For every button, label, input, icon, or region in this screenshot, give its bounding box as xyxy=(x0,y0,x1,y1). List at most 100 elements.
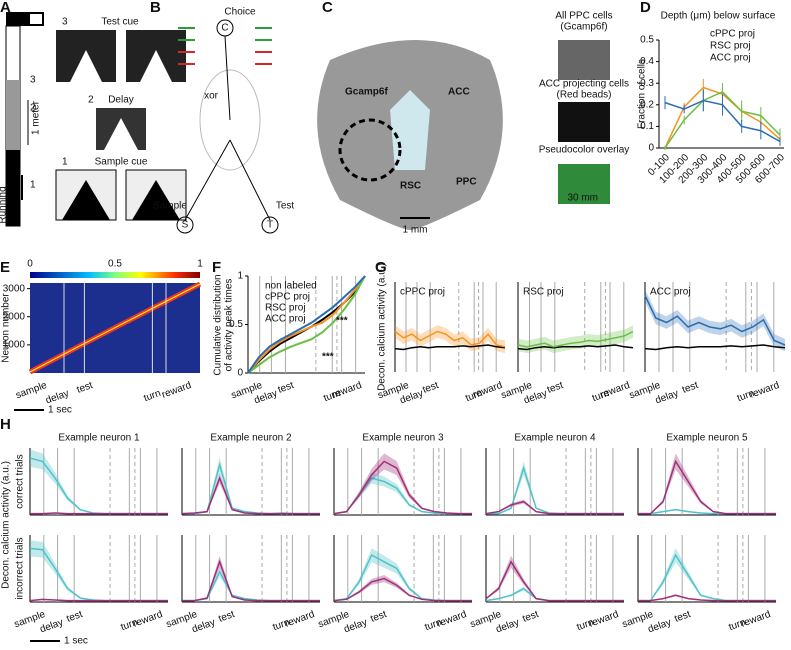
label: 1000 xyxy=(3,340,26,351)
legend-entry: RSC proj xyxy=(265,303,306,314)
label: 0.2 xyxy=(640,99,654,110)
event-label: sample xyxy=(14,380,48,402)
trace xyxy=(638,594,776,602)
trace xyxy=(485,587,624,602)
baseline-line xyxy=(394,344,506,351)
label: *** xyxy=(336,316,348,327)
label: 30 mm xyxy=(567,193,598,204)
event-label: reward xyxy=(436,609,468,630)
trace xyxy=(638,553,776,602)
trace xyxy=(182,570,320,602)
band xyxy=(645,289,785,352)
label: Choice xyxy=(224,7,256,18)
trace xyxy=(182,559,320,602)
label: 3000 xyxy=(3,283,26,294)
band xyxy=(182,457,320,514)
label: 0 xyxy=(648,143,654,154)
label: Decon. calcium activity (a.u.) xyxy=(1,461,12,589)
event-label: reward xyxy=(160,380,192,401)
label: Sample cue xyxy=(95,157,148,168)
label: 3 xyxy=(62,17,68,28)
band xyxy=(334,548,472,601)
baseline-line xyxy=(644,344,786,351)
event-label: test xyxy=(421,380,440,396)
band xyxy=(638,453,776,514)
trace xyxy=(29,598,168,602)
band xyxy=(182,567,320,601)
label: Example neuron 2 xyxy=(210,433,292,444)
series-line xyxy=(644,295,786,346)
label: Cumulative distribution xyxy=(213,274,224,375)
label: 1 xyxy=(197,259,203,270)
panel-label: H xyxy=(0,416,11,433)
label: 2 xyxy=(30,103,36,114)
panel-label: F xyxy=(212,259,221,276)
band xyxy=(638,548,776,601)
label: 1 meter xyxy=(31,100,42,135)
maze-drawing xyxy=(5,12,187,227)
legend-entry: ACC proj xyxy=(710,53,751,64)
label: 1 sec xyxy=(64,636,88,647)
event-label: test xyxy=(369,609,388,625)
series-line xyxy=(247,275,366,374)
label: cPPC proj xyxy=(400,287,445,298)
band xyxy=(182,472,320,514)
band xyxy=(395,325,505,354)
label: xor xyxy=(204,91,219,102)
label: incorrect trials xyxy=(15,537,26,599)
event-label: test xyxy=(521,609,540,625)
label: 0.1 xyxy=(640,121,654,132)
trace xyxy=(30,512,168,515)
panel-label: B xyxy=(150,0,161,16)
label: Depth (μm) below surface xyxy=(661,11,776,22)
brain-schematic xyxy=(317,40,610,230)
band xyxy=(518,325,633,354)
label: ACC xyxy=(448,87,470,98)
label: Delay xyxy=(108,95,134,106)
panel-label: E xyxy=(0,259,10,276)
panel-label: C xyxy=(322,0,333,16)
band xyxy=(182,555,320,601)
trace xyxy=(181,476,320,515)
event-label: reward xyxy=(284,609,316,630)
legend-entry: RSC proj xyxy=(710,41,751,52)
label: Running xyxy=(0,186,9,223)
label: 1 xyxy=(62,157,68,168)
label: T xyxy=(267,220,273,231)
label: Fraction of cells xyxy=(637,59,648,129)
legend-entry: non labeled xyxy=(265,281,317,292)
label: 0 xyxy=(27,259,33,270)
series-line xyxy=(247,275,366,374)
band xyxy=(486,461,624,514)
label: S xyxy=(182,220,189,231)
panel-label: D xyxy=(640,0,651,16)
label: Neuron number xyxy=(1,293,12,363)
label: Example neuron 5 xyxy=(666,433,748,444)
label: ACC proj xyxy=(650,287,691,298)
label: 2 xyxy=(88,95,94,106)
label: Example neuron 4 xyxy=(514,433,596,444)
label: (Gcamp6f) xyxy=(560,22,607,33)
label: Pseudocolor overlay xyxy=(539,145,630,156)
label: *** xyxy=(322,352,334,363)
event-label: test xyxy=(65,609,84,625)
label: 2000 xyxy=(3,311,26,322)
event-label: reward xyxy=(588,609,620,630)
trace xyxy=(485,500,624,515)
band xyxy=(486,586,624,601)
heatmap xyxy=(28,272,202,375)
event-label: test xyxy=(75,380,94,396)
panel-label: A xyxy=(0,0,11,16)
band xyxy=(30,540,168,601)
series-line xyxy=(394,330,506,348)
trace xyxy=(182,461,320,515)
label: 0.5 xyxy=(640,35,654,46)
event-label: reward xyxy=(748,380,780,401)
label: 1 xyxy=(30,180,36,191)
trace xyxy=(333,577,472,602)
trace xyxy=(485,560,624,602)
band xyxy=(486,555,624,601)
label: (Red beads) xyxy=(556,90,611,101)
event-label: test xyxy=(681,380,700,396)
